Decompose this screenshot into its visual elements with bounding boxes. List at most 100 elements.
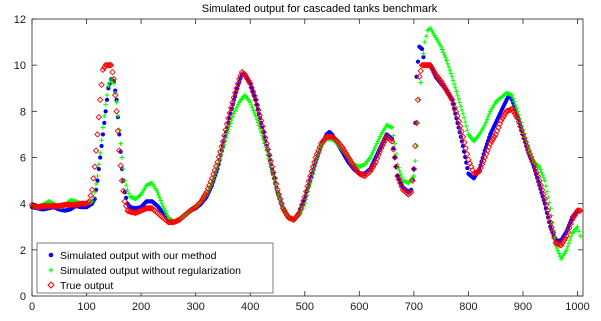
data-point-true-output <box>551 234 558 241</box>
x-tick-label: 300 <box>186 301 204 313</box>
data-point-without-regularization <box>510 96 516 101</box>
data-point-without-regularization <box>565 244 571 249</box>
data-point-without-regularization <box>96 162 102 167</box>
data-point-true-output <box>510 108 517 115</box>
data-point-true-output <box>541 195 549 203</box>
data-point-without-regularization <box>411 173 417 179</box>
data-point-true-output <box>308 168 315 175</box>
y-tick-label: 6 <box>20 153 26 165</box>
data-point-without-regularization <box>451 81 457 87</box>
data-point-true-output <box>388 138 396 145</box>
data-point-our-method <box>104 97 110 102</box>
data-point-true-output <box>230 94 238 101</box>
data-point-true-output <box>92 147 100 154</box>
data-point-true-output <box>272 180 280 188</box>
data-point-without-regularization <box>446 64 452 70</box>
data-point-without-regularization <box>577 233 583 239</box>
data-point-without-regularization <box>398 171 404 177</box>
data-point-true-output <box>116 147 123 154</box>
data-point-without-regularization <box>225 131 230 136</box>
data-point-without-regularization <box>564 247 569 253</box>
data-point-without-regularization <box>566 241 572 246</box>
data-point-true-output <box>244 75 251 83</box>
data-point-true-output <box>343 151 351 159</box>
data-point-true-output <box>253 101 261 109</box>
data-point-our-method <box>103 109 108 114</box>
data-point-true-output <box>439 80 446 87</box>
data-point-true-output <box>497 117 505 124</box>
data-point-without-regularization <box>455 92 460 98</box>
data-point-true-output <box>371 161 378 168</box>
y-tick-label: 2 <box>20 245 26 257</box>
data-point-without-regularization <box>252 110 257 116</box>
legend-label-without-regularization: Simulated output without regularization <box>60 265 241 277</box>
data-point-true-output <box>342 149 349 157</box>
data-point-without-regularization <box>541 175 547 181</box>
data-point-true-output <box>300 197 307 205</box>
data-point-true-output <box>81 200 89 207</box>
data-point-true-output <box>443 87 450 94</box>
data-point-true-output <box>368 165 375 173</box>
data-point-true-output <box>117 162 124 169</box>
data-point-without-regularization <box>484 117 490 122</box>
data-point-true-output <box>241 71 248 78</box>
data-point-our-method <box>95 178 100 183</box>
data-point-true-output <box>268 163 276 170</box>
data-point-true-output <box>212 162 220 170</box>
data-point-true-output <box>252 96 259 104</box>
data-point-true-output <box>537 181 544 189</box>
data-point-without-regularization <box>389 125 395 130</box>
x-tick-label: 600 <box>350 301 368 313</box>
data-point-true-output <box>574 207 581 214</box>
x-tick-label: 100 <box>77 301 95 313</box>
legend-entry-without-regularization: Simulated output without regularization <box>48 265 241 277</box>
data-point-without-regularization <box>514 105 519 111</box>
data-point-true-output <box>549 229 557 236</box>
data-point-true-output <box>91 163 98 170</box>
data-point-without-regularization <box>397 168 402 174</box>
data-point-true-output <box>227 104 235 112</box>
data-point-true-output <box>428 64 435 71</box>
data-point-true-output <box>540 191 547 198</box>
data-point-true-output <box>571 211 579 219</box>
data-point-true-output <box>454 112 461 120</box>
data-point-without-regularization <box>229 117 234 123</box>
data-point-without-regularization <box>568 234 574 240</box>
data-point-without-regularization <box>393 151 399 157</box>
data-point-true-output <box>304 183 311 190</box>
data-point-without-regularization <box>539 169 544 175</box>
data-point-our-method <box>113 88 118 93</box>
data-point-without-regularization <box>100 125 106 130</box>
data-point-without-regularization <box>483 120 489 125</box>
data-point-true-output <box>106 61 113 69</box>
data-point-our-method <box>96 166 101 172</box>
legend-marker-without-regularization <box>48 267 54 273</box>
data-point-without-regularization <box>486 111 492 117</box>
data-point-without-regularization <box>454 89 459 94</box>
data-point-true-output <box>462 145 469 152</box>
data-point-without-regularization <box>254 116 260 122</box>
data-point-without-regularization <box>101 113 107 119</box>
data-point-true-output <box>200 193 208 200</box>
data-point-true-output <box>255 106 262 114</box>
data-point-without-regularization <box>249 102 254 108</box>
data-point-without-regularization <box>155 189 160 195</box>
data-point-true-output <box>98 81 105 89</box>
data-point-without-regularization <box>259 133 265 139</box>
data-point-without-regularization <box>375 139 381 144</box>
legend-marker-true-output <box>47 281 55 289</box>
data-point-without-regularization <box>103 102 108 107</box>
data-point-true-output <box>84 199 92 206</box>
data-point-our-method <box>415 59 421 64</box>
data-point-without-regularization <box>438 44 444 49</box>
data-point-true-output <box>271 175 279 182</box>
chart-title: Simulated output for cascaded tanks benc… <box>202 3 438 15</box>
data-point-without-regularization <box>462 119 468 125</box>
data-point-true-output <box>345 154 352 161</box>
data-point-true-output <box>556 241 564 248</box>
legend-entry-our-method: Simulated output with our method <box>48 250 217 262</box>
data-point-true-output <box>577 207 584 214</box>
data-point-without-regularization <box>233 106 239 112</box>
data-point-true-output <box>424 61 431 69</box>
data-point-true-output <box>341 147 348 154</box>
